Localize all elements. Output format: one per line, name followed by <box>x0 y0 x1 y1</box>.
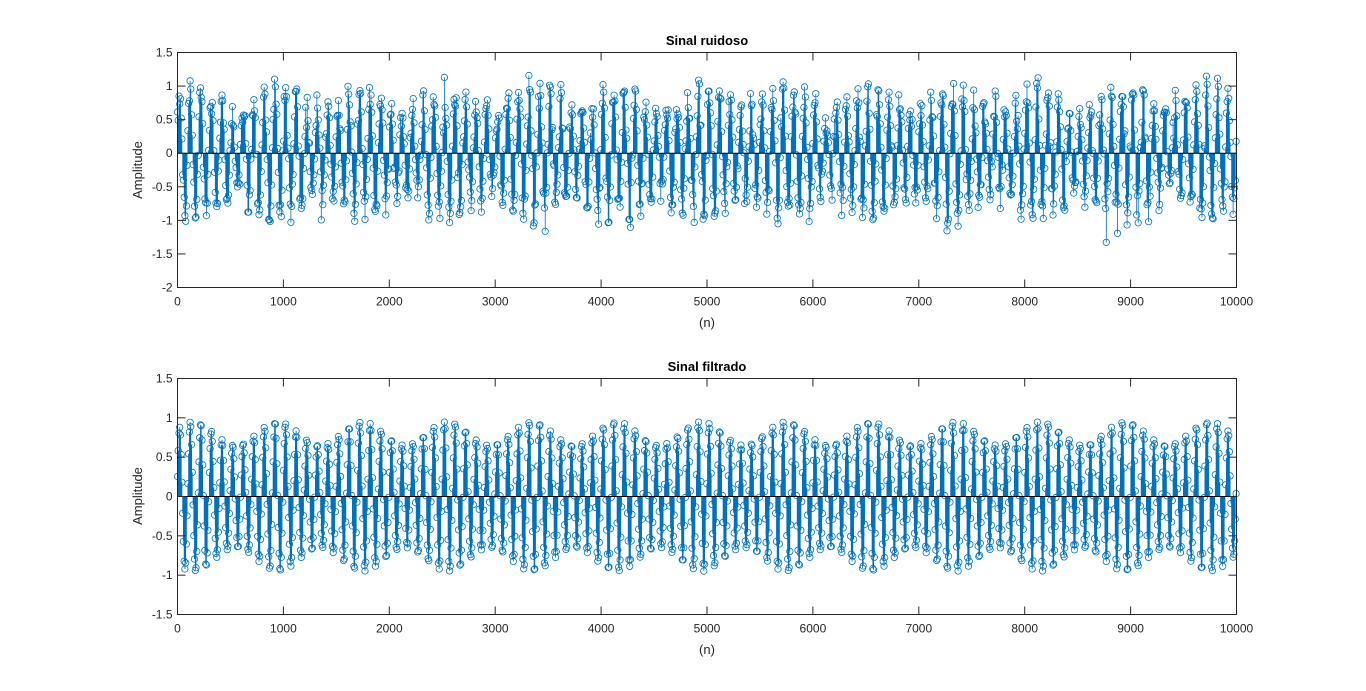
x-tick-label: 6000 <box>800 622 827 636</box>
y-tick-label: 0 <box>166 146 173 160</box>
x-tick-label: 4000 <box>588 622 615 636</box>
chart-title: Sinal ruidoso <box>666 33 748 48</box>
x-tick-label: 10000 <box>1220 295 1254 309</box>
y-tick-label: -0.5 <box>152 529 173 543</box>
x-tick-label: 10000 <box>1220 622 1254 636</box>
x-tick-label: 5000 <box>694 622 721 636</box>
y-tick-label: -0.5 <box>152 180 173 194</box>
x-tick-label: 9000 <box>1117 622 1144 636</box>
y-tick-label: -1 <box>162 568 173 582</box>
x-tick-label: 8000 <box>1011 295 1038 309</box>
y-tick-label: 1 <box>166 79 173 93</box>
x-tick-label: 9000 <box>1117 295 1144 309</box>
y-tick-label: 1.5 <box>156 372 173 386</box>
x-tick-label: 1000 <box>270 622 297 636</box>
x-tick-label: 7000 <box>905 622 932 636</box>
y-tick-label: -1 <box>162 213 173 227</box>
x-tick-label: 8000 <box>1011 622 1038 636</box>
x-tick-label: 0 <box>174 295 181 309</box>
y-tick-label: 0.5 <box>156 113 173 127</box>
y-axis-label: Amplitude <box>130 467 145 525</box>
x-tick-label: 6000 <box>800 295 827 309</box>
x-tick-label: 5000 <box>694 295 721 309</box>
chart-title: Sinal filtrado <box>668 359 747 374</box>
y-tick-label: -1.5 <box>152 247 173 261</box>
x-tick-label: 4000 <box>588 295 615 309</box>
y-tick-label: -2 <box>162 281 173 295</box>
x-tick-label: 2000 <box>376 295 403 309</box>
y-axis-label: Amplitude <box>130 141 145 199</box>
x-tick-label: 7000 <box>905 295 932 309</box>
y-tick-label: 0 <box>166 490 173 504</box>
y-tick-label: -1.5 <box>152 608 173 622</box>
x-axis-label: (n) <box>699 315 715 330</box>
y-tick-label: 1 <box>166 411 173 425</box>
x-tick-label: 1000 <box>270 295 297 309</box>
x-tick-label: 3000 <box>482 622 509 636</box>
x-tick-label: 0 <box>174 622 181 636</box>
y-tick-label: 0.5 <box>156 450 173 464</box>
y-tick-label: 1.5 <box>156 46 173 60</box>
x-axis-label: (n) <box>699 642 715 657</box>
x-tick-label: 2000 <box>376 622 403 636</box>
subplot-filtered-signal: 0 1000 2000 3000 4000 5000 6000 7000 8000 9000 100… <box>130 359 1254 657</box>
x-tick-label: 3000 <box>482 295 509 309</box>
subplot-noisy-signal: 0 1000 2000 3000 4000 5000 6000 7000 8000 9000 100… <box>130 33 1254 330</box>
